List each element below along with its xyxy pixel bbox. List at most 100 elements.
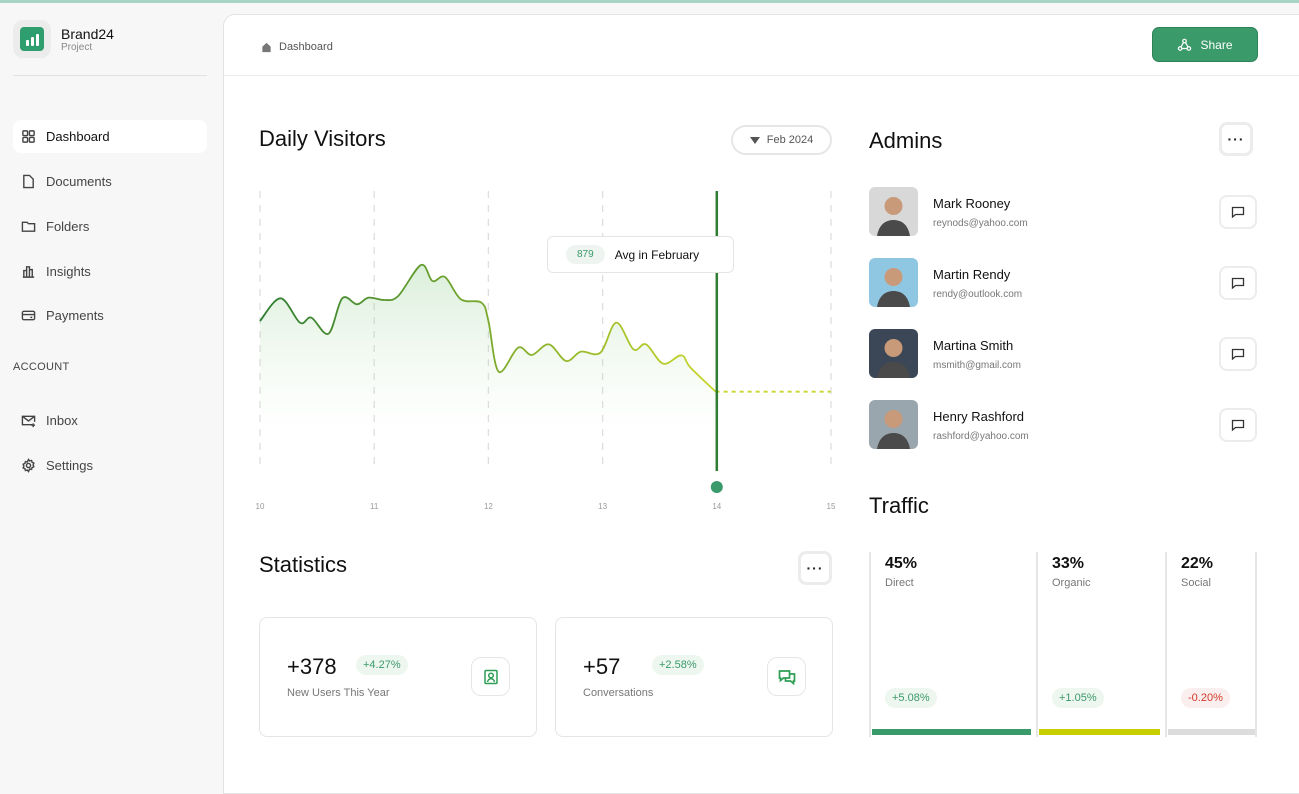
sidebar-item-documents[interactable]: Documents: [13, 165, 207, 198]
x-tick-label: 13: [598, 502, 607, 511]
traffic-share-bar: [1168, 729, 1255, 735]
tooltip-label: Avg in February: [614, 247, 700, 262]
mail-icon: [21, 415, 36, 428]
traffic-source-organic: 33% Organic +1.05%: [1036, 552, 1161, 737]
sidebar-item-payments[interactable]: Payments: [13, 299, 207, 332]
stat-label: Conversations: [583, 687, 654, 699]
sidebar-item-settings[interactable]: Settings: [13, 449, 207, 482]
admin-row: Martin Rendy rendy@outlook.com: [869, 258, 1257, 308]
share-label: Share: [1200, 37, 1233, 52]
chat-bubbles-icon: [778, 669, 795, 685]
grid-icon: [22, 130, 35, 143]
traffic-title: Traffic: [869, 493, 929, 518]
visitors-line: [259, 263, 717, 393]
card-icon: [21, 310, 36, 321]
traffic-source-direct: 45% Direct +5.08%: [869, 552, 1032, 737]
period-dropdown[interactable]: Feb 2024: [731, 125, 832, 155]
avatar: [869, 400, 918, 449]
traffic-label: Organic: [1052, 577, 1091, 589]
sidebar-item-label: Insights: [46, 264, 91, 279]
brand-name: Brand24: [61, 26, 114, 42]
top-accent-line: [0, 0, 1299, 3]
traffic-share-bar: [1039, 729, 1160, 735]
avatar: [869, 258, 918, 307]
admins-more-button[interactable]: ···: [1219, 122, 1253, 156]
more-icon: ···: [806, 560, 824, 576]
traffic-end-divider: [1255, 552, 1257, 737]
avatar: [869, 329, 918, 378]
traffic-percent: 33%: [1052, 555, 1085, 572]
traffic-label: Direct: [885, 577, 914, 589]
admin-email: reynods@yahoo.com: [933, 218, 1028, 229]
x-tick-label: 10: [256, 502, 265, 511]
tooltip-value: 879: [566, 245, 605, 264]
traffic-change-badge: -0.20%: [1181, 688, 1230, 708]
x-tick-label: 12: [484, 502, 493, 511]
traffic-change-badge: +5.08%: [885, 688, 937, 708]
sidebar-item-label: Dashboard: [46, 129, 110, 144]
stat-icon-button[interactable]: [471, 657, 510, 696]
document-icon: [23, 174, 34, 189]
sidebar-item-insights[interactable]: Insights: [13, 255, 207, 288]
sidebar-item-inbox[interactable]: Inbox: [13, 404, 207, 437]
chart-tooltip: 879 Avg in February: [547, 236, 734, 273]
traffic-source-social: 22% Social -0.20%: [1165, 552, 1256, 737]
admin-email: rashford@yahoo.com: [933, 431, 1029, 442]
stat-value: +57: [583, 654, 621, 679]
admin-email: msmith@gmail.com: [933, 360, 1021, 371]
sidebar-item-label: Settings: [46, 458, 93, 473]
sidebar-item-dashboard[interactable]: Dashboard: [13, 120, 207, 153]
bar-chart-icon: [22, 266, 35, 278]
stat-change-badge: +4.27%: [356, 655, 408, 675]
message-icon: [1231, 419, 1245, 431]
stat-card-conversations: +57 +2.58% Conversations: [555, 617, 833, 737]
stat-icon-button[interactable]: [767, 657, 806, 696]
brand-logo: [13, 20, 51, 58]
area-fill: [260, 264, 716, 431]
message-button[interactable]: [1219, 195, 1257, 229]
caret-down-icon: [749, 136, 760, 144]
header-divider: [224, 75, 1299, 76]
main-panel: Dashboard Share Daily Visitors Feb 2024 …: [223, 14, 1299, 794]
x-tick-label: 15: [827, 502, 836, 511]
avatar: [869, 187, 918, 236]
admin-row: Mark Rooney reynods@yahoo.com: [869, 187, 1257, 237]
message-button[interactable]: [1219, 408, 1257, 442]
sidebar-item-label: Inbox: [46, 413, 78, 428]
home-icon: [262, 42, 271, 52]
gear-icon: [22, 458, 35, 473]
admin-row: Henry Rashford rashford@yahoo.com: [869, 400, 1257, 450]
period-value: Feb 2024: [766, 134, 814, 146]
stat-change-badge: +2.58%: [652, 655, 704, 675]
admin-name: Mark Rooney: [933, 196, 1011, 211]
admin-name: Martin Rendy: [933, 267, 1011, 282]
message-button[interactable]: [1219, 337, 1257, 371]
sidebar-item-folders[interactable]: Folders: [13, 210, 207, 243]
traffic-percent: 45%: [885, 555, 918, 572]
sidebar-item-label: Payments: [46, 308, 104, 323]
admin-name: Martina Smith: [933, 338, 1014, 353]
stat-label: New Users This Year: [287, 687, 390, 699]
statistics-more-button[interactable]: ···: [798, 551, 832, 585]
x-tick-label: 14: [712, 502, 721, 511]
stat-card-new-users: +378 +4.27% New Users This Year: [259, 617, 537, 737]
traffic-percent: 22%: [1181, 555, 1214, 572]
traffic-share-bar: [872, 729, 1031, 735]
traffic-label: Social: [1181, 577, 1211, 589]
message-button[interactable]: [1219, 266, 1257, 300]
share-button[interactable]: Share: [1152, 27, 1258, 62]
message-icon: [1231, 277, 1245, 289]
user-card-icon: [483, 669, 498, 684]
share-icon: [1178, 38, 1192, 51]
traffic-change-badge: +1.05%: [1052, 688, 1104, 708]
admin-row: Martina Smith msmith@gmail.com: [869, 329, 1257, 379]
sidebar-divider: [13, 75, 207, 76]
daily-visitors-title: Daily Visitors: [259, 126, 386, 151]
highlight-marker[interactable]: [710, 481, 723, 493]
admin-email: rendy@outlook.com: [933, 289, 1023, 300]
sidebar-item-label: Folders: [46, 219, 90, 234]
daily-visitors-chart: 10 11 12 13 14 15: [256, 191, 836, 511]
admin-name: Henry Rashford: [933, 409, 1025, 424]
breadcrumb[interactable]: Dashboard: [261, 41, 333, 53]
folder-icon: [21, 221, 36, 232]
